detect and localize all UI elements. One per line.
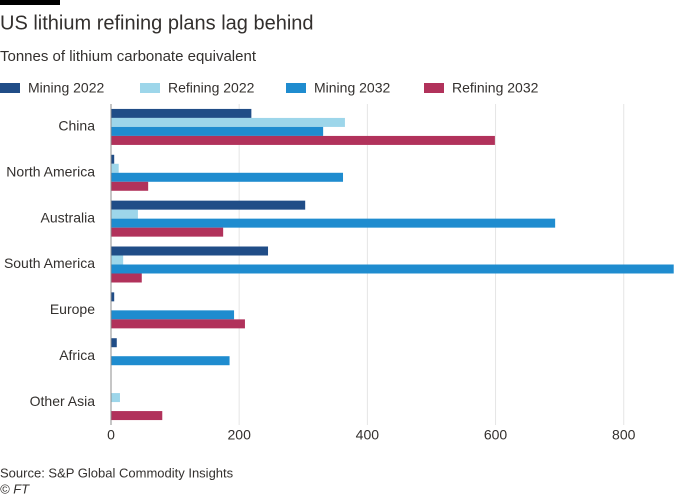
bar — [111, 310, 235, 320]
legend-swatch — [140, 83, 160, 93]
legend-label: Refining 2022 — [168, 80, 255, 96]
bar — [111, 255, 124, 265]
bar — [111, 108, 252, 118]
bar — [111, 126, 324, 136]
y-tick-label: Africa — [59, 347, 95, 363]
y-tick-label: Europe — [50, 301, 95, 317]
bar — [111, 411, 163, 421]
bar — [111, 172, 344, 182]
bar — [111, 356, 230, 366]
legend-label: Refining 2032 — [452, 80, 539, 96]
brand-bar — [0, 0, 60, 5]
legend-label: Mining 2032 — [314, 80, 390, 96]
y-tick-label: Other Asia — [30, 393, 96, 409]
bar — [111, 227, 224, 237]
chart-title: US lithium refining plans lag behind — [0, 12, 314, 34]
credit: © FT — [0, 481, 30, 496]
chart-subtitle: Tonnes of lithium carbonate equivalent — [0, 48, 257, 65]
legend-swatch — [424, 83, 444, 93]
bar — [111, 292, 115, 302]
bar — [111, 393, 120, 403]
bar — [111, 200, 306, 210]
bar — [111, 117, 345, 127]
y-tick-label: North America — [6, 163, 95, 179]
bar — [111, 338, 117, 348]
bar — [111, 264, 674, 274]
y-tick-label: South America — [4, 255, 95, 271]
source: Source: S&P Global Commodity Insights — [0, 465, 234, 480]
x-tick-label: 600 — [484, 427, 508, 443]
x-tick-label: 200 — [228, 427, 252, 443]
legend-label: Mining 2022 — [28, 80, 104, 96]
x-tick-label: 800 — [612, 427, 636, 443]
bar — [111, 154, 115, 164]
bar — [111, 319, 245, 329]
y-tick-label: China — [58, 118, 95, 134]
legend-swatch — [0, 83, 20, 93]
bar — [111, 246, 269, 256]
legend-swatch — [286, 83, 306, 93]
bar — [111, 163, 119, 173]
bar — [111, 209, 138, 219]
x-tick-label: 0 — [107, 427, 115, 443]
bar — [111, 135, 495, 145]
bar — [111, 181, 149, 191]
y-tick-label: Australia — [41, 209, 96, 225]
bar — [111, 218, 556, 228]
x-tick-label: 400 — [356, 427, 380, 443]
bar — [111, 273, 142, 283]
